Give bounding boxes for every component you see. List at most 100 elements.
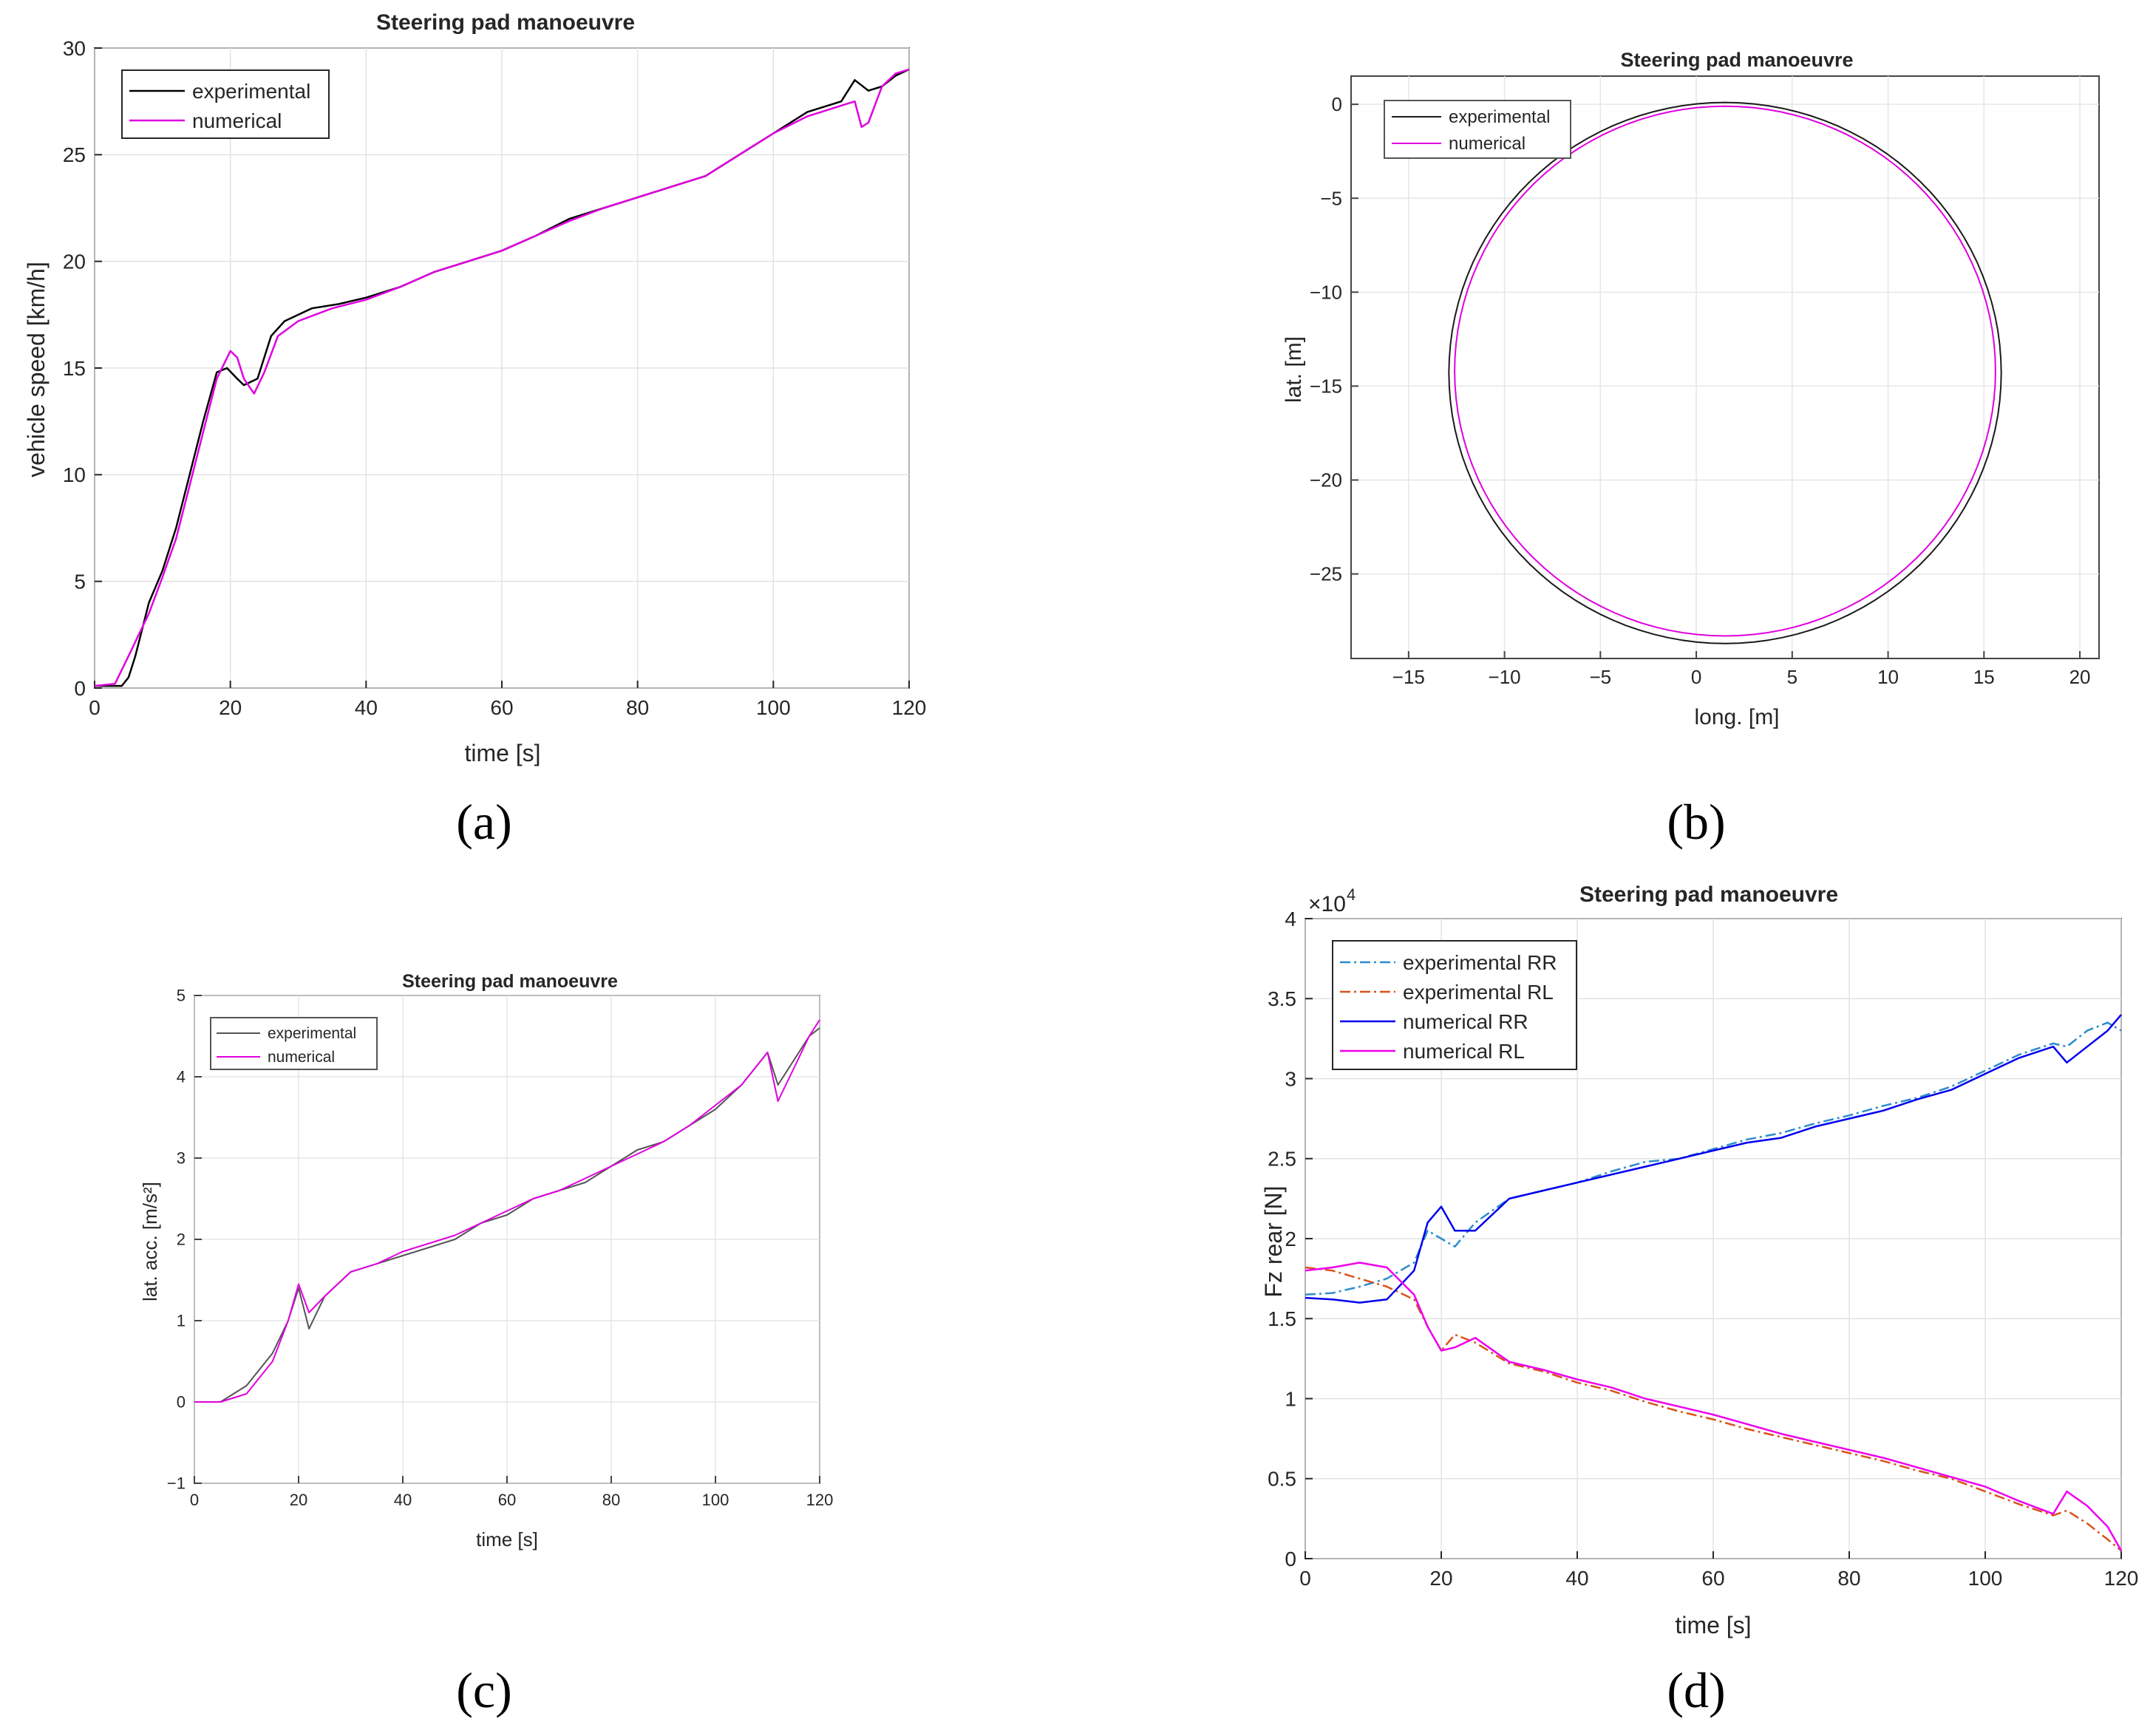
chart-a-legend-box [121,69,330,139]
chart-a-ytick-label: 10 [63,463,86,486]
chart-a-legend: experimental numerical [121,69,330,139]
chart-c-xtick-label: 120 [806,1491,834,1509]
chart-b-legend: experimental numerical [1384,100,1571,159]
chart-b-legend-box [1384,100,1571,159]
chart-d-xtick-label: 40 [1565,1567,1588,1590]
chart-d-series-3 [1305,1262,2123,1551]
chart-d-xtick-label: 120 [2104,1567,2139,1590]
chart-b-xtick-label: 20 [2069,666,2091,688]
panel-label-c: (c) [456,1662,511,1718]
chart-d-series-1 [1305,1266,2122,1552]
chart-d-legend-num-rr: numerical RR [1403,1010,1528,1033]
chart-b-plot-area [1350,75,2100,659]
chart-d-xtick-label: 60 [1701,1567,1724,1590]
chart-d-series-2 [1305,1014,2122,1304]
panel-d: Steering pad manoeuvre 0 20 40 60 80 100 120 0 0… [1260,882,2138,1718]
chart-b-ytick-label: −5 [1320,187,1342,209]
chart-a-xlabel: time [s] [464,740,540,766]
chart-b-ylabel: lat. [m] [1282,336,1306,403]
panel-label-b: (b) [1667,794,1725,850]
chart-d-exponent-base: ×10 [1308,892,1346,916]
chart-b-xtick-label: −15 [1392,666,1425,688]
chart-a-ytick-label: 15 [63,357,86,380]
chart-a-series-0 [95,68,910,687]
chart-a-xtick-label: 80 [626,696,649,719]
chart-b-xtick-label: 10 [1877,666,1899,688]
chart-c-ytick-label: 4 [177,1068,186,1086]
chart-c-ytick-label: 0 [177,1393,186,1412]
chart-c-xtick-label: 60 [498,1491,516,1509]
chart-b-xlabel: long. [m] [1694,705,1779,729]
chart-c-xtick-label: 0 [190,1491,199,1509]
chart-c-title: Steering pad manoeuvre [402,971,618,992]
chart-a-ytick-label: 5 [74,570,86,593]
chart-c-xtick-label: 40 [394,1491,412,1509]
chart-b-legend-experimental: experimental [1449,107,1550,127]
chart-a-title: Steering pad manoeuvre [376,10,635,35]
chart-a-xtick-label: 100 [756,696,791,719]
chart-c-xtick-label: 20 [290,1491,307,1509]
chart-a-legend-experimental: experimental [192,80,310,103]
chart-b-ytick-label: 0 [1332,93,1342,115]
chart-b-xtick-label: 15 [1973,666,1995,688]
chart-b-xtick-label: −10 [1489,666,1521,688]
chart-b-legend-numerical: numerical [1449,134,1526,154]
chart-d-ytick-label: 2.5 [1268,1148,1296,1171]
chart-c-ytick-label: 3 [177,1149,186,1168]
chart-d-legend-exp-rl: experimental RL [1403,981,1554,1004]
chart-d-xtick-label: 100 [1968,1567,2003,1590]
chart-b-ticks: −15 −10 −5 0 5 10 15 20 −25 −20 −15 −10 −5 0 [1310,93,2091,688]
chart-d-ytick-label: 2 [1285,1228,1296,1250]
chart-c-xlabel: time [s] [476,1528,538,1551]
chart-a-ticks: 0 20 40 60 80 100 120 0 5 10 15 20 25 30 [63,37,927,719]
chart-c-ytick-label: −1 [167,1474,186,1493]
chart-c-series-1 [194,1019,820,1403]
chart-c-ytick-label: 5 [177,987,186,1005]
panel-label-a: (a) [456,794,511,850]
chart-a-xtick-label: 40 [355,696,378,719]
chart-c-legend-numerical: numerical [268,1049,335,1066]
chart-d-ytick-label: 1.5 [1268,1307,1296,1330]
chart-b-xtick-label: 5 [1787,666,1797,688]
chart-d-xtick-label: 20 [1429,1567,1452,1590]
chart-d-ytick-label: 1 [1285,1387,1296,1410]
chart-d-xtick-label: 0 [1299,1567,1311,1590]
chart-d-title: Steering pad manoeuvre [1579,882,1838,907]
chart-c-legend-experimental: experimental [268,1025,356,1042]
chart-d-legend-exp-rr: experimental RR [1403,951,1557,974]
chart-a-ytick-label: 25 [63,143,86,166]
chart-d-ytick-label: 4 [1285,908,1296,930]
chart-b-ytick-label: −15 [1310,375,1342,398]
chart-d-legend-box [1332,940,1577,1070]
chart-a-ylabel: vehicle speed [km/h] [23,262,50,477]
chart-d-xlabel: time [s] [1675,1612,1751,1638]
chart-a-ytick-label: 20 [63,250,86,273]
chart-d-ytick-label: 0 [1285,1548,1296,1570]
chart-c-ytick-label: 1 [177,1312,186,1330]
chart-b-ytick-label: −25 [1310,563,1342,585]
chart-b-xtick-label: 0 [1691,666,1701,688]
chart-b-series [1448,101,2002,644]
chart-d-ylabel: Fz rear [N] [1260,1185,1287,1297]
chart-c-legend: experimental numerical [210,1017,378,1070]
panel-b: Steering pad manoeuvre −15 −10 −5 0 5 10 15 20 −… [1282,49,2100,850]
chart-b-title: Steering pad manoeuvre [1620,49,1853,71]
panel-a: Steering pad manoeuvre 0 20 40 60 80 100 120 0 5… [23,10,926,850]
chart-d-series [1305,1014,2123,1552]
chart-d-exponent: ×10 4 [1308,885,1356,916]
chart-a-series [94,68,910,687]
panel-label-d: (d) [1667,1662,1725,1718]
chart-a-series-1 [94,68,910,687]
chart-b-ytick-label: −20 [1310,469,1342,491]
chart-c-legend-box [210,1017,378,1070]
chart-d-ytick-label: 0.5 [1268,1468,1296,1491]
chart-b-ytick-label: −10 [1310,281,1342,303]
chart-c-ylabel: lat. acc. [m/s²] [139,1182,161,1301]
chart-d-ytick-label: 3.5 [1268,987,1296,1010]
chart-d-xtick-label: 80 [1837,1567,1860,1590]
chart-c-xtick-label: 100 [702,1491,729,1509]
chart-a-xtick-label: 120 [892,696,927,719]
chart-a-ytick-label: 0 [74,677,86,700]
